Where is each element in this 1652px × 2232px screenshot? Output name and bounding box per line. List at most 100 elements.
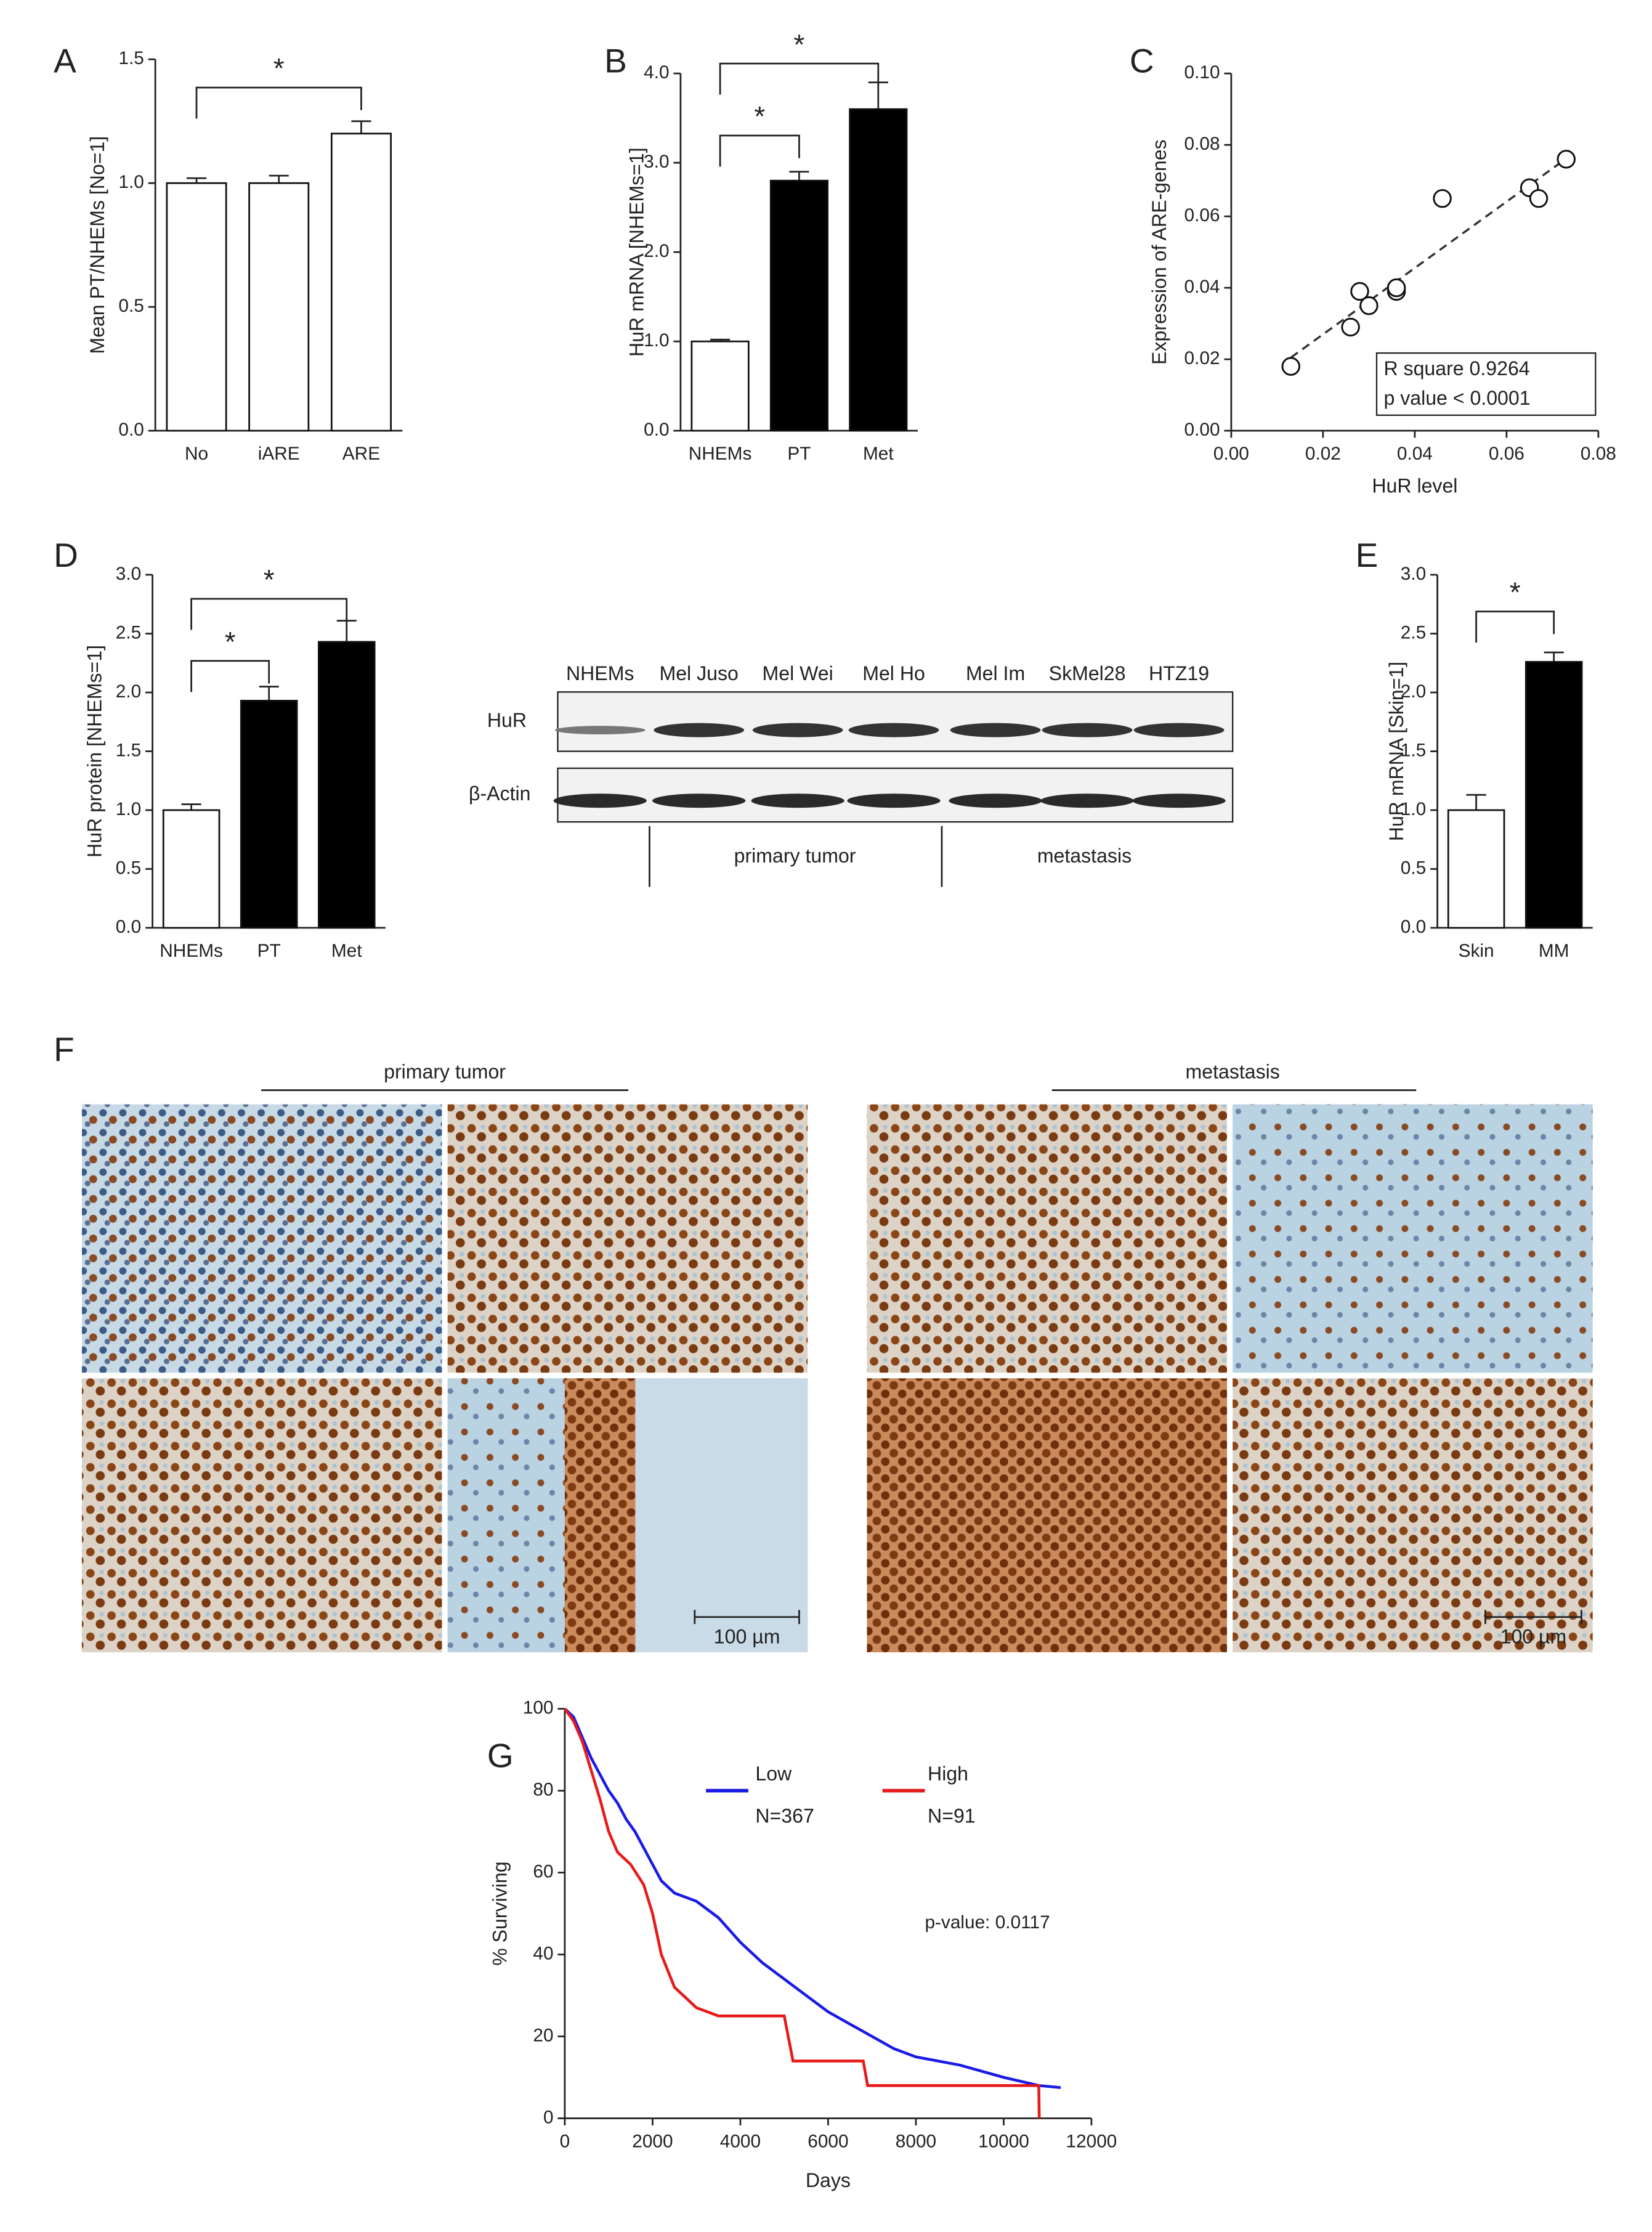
x-tick-label: 2000 [632, 2131, 673, 2151]
stats-text: p value < 0.0001 [1383, 387, 1530, 409]
bar [162, 809, 221, 929]
lane-label: Mel Wei [763, 662, 833, 684]
group-label: primary tumor [734, 845, 856, 867]
scale-bar [694, 1610, 800, 1625]
legend-label: Low [755, 1763, 792, 1785]
y-tick-label: 80 [533, 1780, 553, 1800]
y-tick-label: 0 [543, 2107, 554, 2127]
y-tick-label: 2.5 [116, 622, 141, 643]
y-tick-label: 0.0 [116, 917, 141, 937]
group-label: metastasis [1037, 845, 1132, 867]
band [652, 793, 746, 808]
y-axis-label: Mean PT/NHEMs [No=1] [86, 136, 108, 354]
y-tick-label: 2.0 [1401, 681, 1426, 702]
stats-text: R square 0.9264 [1383, 357, 1529, 379]
x-tick-label: MM [1539, 941, 1569, 961]
legend-count: N=91 [928, 1805, 976, 1827]
survival-curve [564, 1708, 1061, 2089]
y-tick-label: 0.02 [1184, 348, 1220, 368]
group-divider [649, 826, 943, 887]
band [654, 723, 745, 737]
band [949, 793, 1042, 808]
legend-count: N=367 [755, 1805, 814, 1827]
significance-star: * [754, 101, 765, 132]
x-tick-label: 0 [560, 2131, 570, 2151]
panel-letter: C [1130, 42, 1154, 80]
band [553, 793, 647, 808]
y-tick-label: 1.5 [118, 48, 144, 68]
lane-label: HTZ19 [1149, 662, 1209, 684]
scale-label: 100 µm [714, 1626, 780, 1648]
tissue-image [1233, 1104, 1593, 1373]
p-value: p-value: 0.0117 [925, 1912, 1050, 1933]
blot-row-label: HuR [487, 709, 527, 731]
tissue-image [635, 1378, 808, 1653]
x-tick-label: No [185, 444, 208, 464]
western-blot: HuR β-Actin primary tumor metastasis NHE… [469, 662, 1234, 887]
band [848, 723, 939, 737]
bar [1524, 660, 1583, 929]
x-tick-label: ARE [342, 444, 380, 464]
y-tick-label: 1.0 [1401, 799, 1426, 819]
x-tick-label: 6000 [808, 2131, 848, 2151]
significance-star: * [273, 53, 285, 84]
y-axis-label: Expression of ARE-genes [1148, 139, 1170, 365]
tissue-image [1233, 1378, 1593, 1653]
y-tick-label: 40 [533, 1943, 553, 1963]
y-tick-label: 0.00 [1184, 420, 1220, 440]
y-tick-label: 1.5 [116, 740, 141, 760]
y-tick-label: 0.08 [1184, 134, 1220, 154]
bar [248, 182, 310, 432]
y-tick-label: 60 [533, 1861, 553, 1881]
point [1529, 189, 1549, 208]
x-tick-label: 0.02 [1305, 444, 1341, 464]
significance-bracket [190, 598, 348, 630]
scale-label: 100 µm [1500, 1626, 1567, 1648]
significance-star: * [794, 29, 805, 60]
band [752, 723, 843, 737]
x-tick-label: 0.06 [1489, 444, 1524, 464]
legend-label: High [928, 1763, 968, 1785]
x-tick-label: 8000 [896, 2131, 936, 2151]
panel-letter: A [54, 42, 76, 80]
tissue-image [447, 1104, 808, 1373]
y-axis-label: HuR mRNA [NHEMs=1] [626, 147, 648, 357]
fit-line [1290, 157, 1567, 359]
y-tick-label: 0.06 [1184, 205, 1220, 225]
histology-images: F primary tumor metastasis 100 µm 100 µm [54, 1030, 1593, 1653]
y-tick-label: 0.5 [118, 296, 144, 316]
y-tick-label: 0.0 [118, 420, 144, 440]
significance-bracket [195, 86, 362, 119]
lane-label: Mel Ho [862, 662, 925, 684]
y-axis-label: HuR mRNA [Skin=1] [1385, 662, 1407, 841]
point [1359, 296, 1379, 315]
x-tick-label: Met [863, 444, 894, 464]
y-tick-label: 1.5 [1401, 740, 1426, 760]
significance-bracket [190, 660, 270, 692]
tissue-image [564, 1378, 636, 1653]
bar [240, 699, 298, 929]
x-tick-label: Met [331, 941, 362, 961]
point [1281, 357, 1300, 376]
x-tick-label: 0.08 [1581, 444, 1616, 464]
bar [1447, 809, 1505, 929]
band [847, 793, 941, 808]
y-tick-label: 3.0 [1401, 564, 1426, 584]
stats-box [1375, 352, 1597, 416]
group-label: metastasis [1186, 1061, 1280, 1083]
bar [849, 108, 908, 432]
y-axis-label: % Surviving [488, 1861, 511, 1965]
y-tick-label: 3.0 [116, 564, 141, 584]
y-tick-label: 2.0 [116, 681, 141, 702]
x-tick-label: Skin [1459, 941, 1494, 961]
point [1387, 278, 1406, 298]
bar [690, 340, 750, 432]
blot-strip [557, 691, 1234, 752]
point [1341, 317, 1360, 337]
y-tick-label: 0.04 [1184, 277, 1220, 297]
bar [317, 641, 376, 929]
y-axis-label: HuR protein [NHEMs=1] [83, 645, 105, 858]
y-tick-label: 20 [533, 2025, 553, 2045]
band [1132, 793, 1226, 808]
